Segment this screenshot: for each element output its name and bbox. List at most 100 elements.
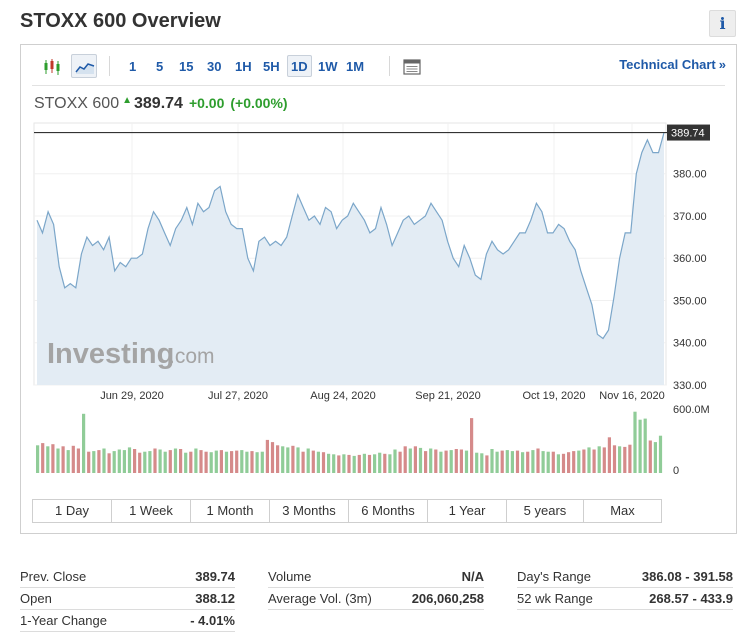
volume-bar [653,442,657,473]
stat-label: 1-Year Change [20,613,107,628]
volume-bar [633,411,637,473]
range-1-year[interactable]: 1 Year [427,499,507,523]
x-tick-label: Sep 21, 2020 [415,390,480,402]
x-tick-label: Jun 29, 2020 [100,390,164,402]
volume-bar [321,452,326,473]
interval-5[interactable]: 5 [156,59,164,74]
volume-bar [179,449,183,473]
quote-header: STOXX 600 ▲ 389.74 +0.00 (+0.00%) [34,95,288,113]
interval-1[interactable]: 1 [129,59,137,74]
page-title: STOXX 600 Overview [20,10,221,32]
price-change: +0.00 [188,95,225,111]
stat-row: Prev. Close 389.74 [20,566,235,588]
interval-5h[interactable]: 5H [263,59,280,74]
volume-bar [92,451,96,473]
interval-1m[interactable]: 1M [346,59,365,74]
range-1-day[interactable]: 1 Day [32,499,112,523]
x-tick-label: Oct 19, 2020 [523,390,586,402]
last-price-tag-label: 389.74 [671,128,705,140]
volume-bar [260,451,264,473]
volume-bar [112,451,116,473]
technical-chart-label: Technical Chart [619,57,716,72]
watermark-suffix: .com [169,345,215,368]
volume-axis-max: 600.0M [673,404,710,416]
volume-bar [311,450,315,473]
area-chart-icon[interactable] [71,54,97,78]
volume-bar [189,451,193,473]
range-1-week[interactable]: 1 Week [111,499,191,523]
volume-bar [133,449,137,473]
volume-bar [194,448,198,473]
volume-bar [357,454,361,473]
range-6-months[interactable]: 6 Months [348,499,428,523]
volume-bar [235,450,239,473]
volume-bar [347,454,351,473]
volume-bar [250,451,254,473]
price-area-fill [37,132,664,385]
volume-bar [122,450,126,473]
volume-bar [153,448,157,473]
volume-bar [526,451,530,473]
volume-bar [500,450,504,473]
stat-value: - 4.01% [190,613,235,628]
volume-bar [158,449,162,473]
stat-value: 389.74 [195,569,235,584]
volume-bar [582,449,586,473]
range-1-month[interactable]: 1 Month [190,499,270,523]
volume-bar [97,450,101,473]
volume-bar [388,454,392,473]
volume-bar [490,449,494,473]
table-view-icon[interactable] [398,54,424,78]
stat-label: Open [20,591,52,606]
volume-bar [240,450,244,473]
volume-bar [245,451,249,473]
volume-bar [577,450,581,473]
interval-1w[interactable]: 1W [318,59,338,74]
time-range-bar: 1 Day 1 Week 1 Month 3 Months 6 Months 1 Year… [32,499,662,523]
stat-value: 388.12 [195,591,235,606]
volume-bar [51,444,55,473]
interval-1d[interactable]: 1D [287,55,312,77]
technical-chart-link[interactable]: Technical Chart» [619,57,726,72]
volume-bar [572,451,576,473]
volume-bar [587,447,591,473]
interval-30[interactable]: 30 [207,59,222,74]
volume-bar [510,451,514,473]
volume-bar [281,446,285,473]
volume-bar [444,450,448,473]
volume-bar [628,444,632,473]
interval-15[interactable]: 15 [179,59,194,74]
x-tick-label: Nov 16, 2020 [599,390,664,402]
stat-label: Volume [268,569,312,584]
stat-row: Day's Range 386.08 - 391.58 [517,566,733,588]
volume-bar [117,449,121,473]
volume-bar [36,445,40,473]
volume-bar [551,451,555,473]
interval-1h[interactable]: 1H [235,59,252,74]
volume-bar [138,452,142,473]
stat-value: 268.57 - 433.9 [649,591,733,606]
volume-bar [66,450,70,473]
volume-bar [301,451,305,473]
candlestick-icon[interactable] [38,54,64,78]
range-max[interactable]: Max [583,499,662,523]
range-5-years[interactable]: 5 years [506,499,584,523]
volume-bar [82,413,86,473]
volume-bar [342,454,346,473]
info-icon[interactable]: i [709,10,736,37]
volume-bar [214,450,218,473]
price-chart[interactable]: Investing .com 330.00 340.00 350.00 360.00 3… [21,45,736,493]
volume-bar [46,446,50,473]
volume-bar [255,452,259,473]
range-3-months[interactable]: 3 Months [269,499,349,523]
volume-bar [648,440,652,473]
volume-bar [61,446,65,473]
volume-bar [276,445,280,473]
volume-bar [199,450,203,473]
y-tick-label: 330.00 [673,380,707,392]
volume-bar [398,451,402,473]
price-change-percent: (+0.00%) [230,95,288,111]
stat-row: Average Vol. (3m) 206,060,258 [268,588,484,610]
volume-bar [127,447,132,473]
volume-bar [607,437,611,473]
